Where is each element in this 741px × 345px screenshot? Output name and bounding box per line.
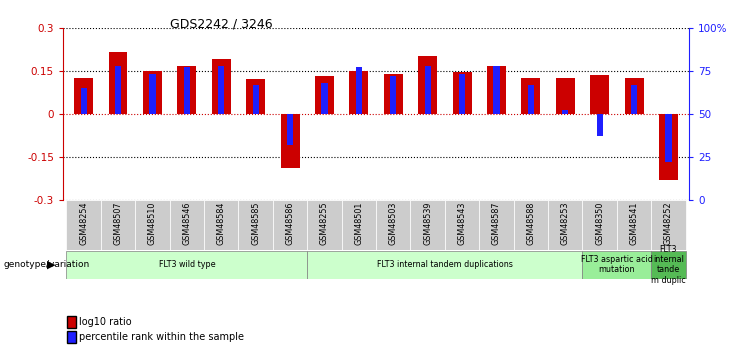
Text: GSM48501: GSM48501 xyxy=(354,201,363,245)
Bar xyxy=(459,74,465,114)
Bar xyxy=(528,85,534,114)
Text: percentile rank within the sample: percentile rank within the sample xyxy=(79,333,244,342)
Bar xyxy=(597,114,602,136)
Text: GSM48255: GSM48255 xyxy=(320,201,329,245)
Bar xyxy=(81,88,87,114)
Bar xyxy=(453,72,471,114)
Text: FLT3
internal
tande
m duplic: FLT3 internal tande m duplic xyxy=(651,245,686,285)
Text: GSM48507: GSM48507 xyxy=(113,201,122,245)
Bar xyxy=(582,251,651,279)
Text: FLT3 aspartic acid
mutation: FLT3 aspartic acid mutation xyxy=(581,255,653,275)
Bar xyxy=(522,78,540,114)
Bar xyxy=(487,66,506,114)
Bar xyxy=(287,114,293,145)
Bar xyxy=(514,200,548,250)
Bar xyxy=(625,78,643,114)
Bar xyxy=(651,251,685,279)
Bar xyxy=(150,74,156,114)
Bar xyxy=(253,85,259,114)
Bar xyxy=(184,67,190,114)
Text: ▶: ▶ xyxy=(47,260,56,270)
Bar xyxy=(143,71,162,114)
Text: GSM48539: GSM48539 xyxy=(423,201,432,245)
Bar xyxy=(342,200,376,250)
Bar xyxy=(212,59,230,114)
Text: GSM48588: GSM48588 xyxy=(526,201,536,245)
Bar xyxy=(591,75,609,114)
Bar xyxy=(445,200,479,250)
Text: FLT3 internal tandem duplications: FLT3 internal tandem duplications xyxy=(377,260,513,269)
Bar xyxy=(384,73,402,114)
Text: GSM48510: GSM48510 xyxy=(148,201,157,245)
Bar xyxy=(170,200,204,250)
Bar xyxy=(273,200,308,250)
Bar xyxy=(651,200,685,250)
Text: GSM48584: GSM48584 xyxy=(216,201,226,245)
Bar xyxy=(115,66,121,114)
Bar xyxy=(204,200,239,250)
Text: GSM48252: GSM48252 xyxy=(664,201,673,245)
Bar xyxy=(308,200,342,250)
Bar xyxy=(74,78,93,114)
Bar xyxy=(246,79,265,114)
Bar xyxy=(376,200,411,250)
Bar xyxy=(631,85,637,114)
Bar xyxy=(391,76,396,114)
Bar xyxy=(101,200,136,250)
Text: GSM48350: GSM48350 xyxy=(595,201,604,245)
Bar xyxy=(109,52,127,114)
Text: log10 ratio: log10 ratio xyxy=(79,317,131,326)
Text: GDS2242 / 3246: GDS2242 / 3246 xyxy=(170,17,273,30)
Bar xyxy=(617,200,651,250)
Bar xyxy=(315,77,334,114)
Bar xyxy=(67,200,101,250)
Bar xyxy=(548,200,582,250)
Bar xyxy=(659,114,678,180)
Bar xyxy=(135,200,170,250)
Bar xyxy=(308,251,582,279)
Bar xyxy=(582,200,617,250)
Bar xyxy=(418,56,437,114)
Bar xyxy=(350,71,368,114)
Bar xyxy=(479,200,514,250)
Text: GSM48587: GSM48587 xyxy=(492,201,501,245)
Text: GSM48546: GSM48546 xyxy=(182,201,191,245)
Text: GSM48503: GSM48503 xyxy=(389,201,398,245)
Text: GSM48585: GSM48585 xyxy=(251,201,260,245)
Text: GSM48586: GSM48586 xyxy=(285,201,295,245)
Bar xyxy=(177,66,196,114)
Text: GSM48254: GSM48254 xyxy=(79,201,88,245)
Bar xyxy=(322,83,328,114)
Bar xyxy=(425,66,431,114)
Bar xyxy=(556,78,575,114)
Bar xyxy=(665,114,671,162)
Text: FLT3 wild type: FLT3 wild type xyxy=(159,260,215,269)
Bar xyxy=(356,67,362,114)
Text: GSM48253: GSM48253 xyxy=(561,201,570,245)
Text: GSM48541: GSM48541 xyxy=(630,201,639,245)
Bar xyxy=(67,251,308,279)
Text: genotype/variation: genotype/variation xyxy=(4,260,90,269)
Bar xyxy=(281,114,299,168)
Bar xyxy=(218,66,225,114)
Bar xyxy=(239,200,273,250)
Text: GSM48543: GSM48543 xyxy=(457,201,467,245)
Bar xyxy=(562,110,568,114)
Bar xyxy=(494,66,499,114)
Bar xyxy=(411,200,445,250)
